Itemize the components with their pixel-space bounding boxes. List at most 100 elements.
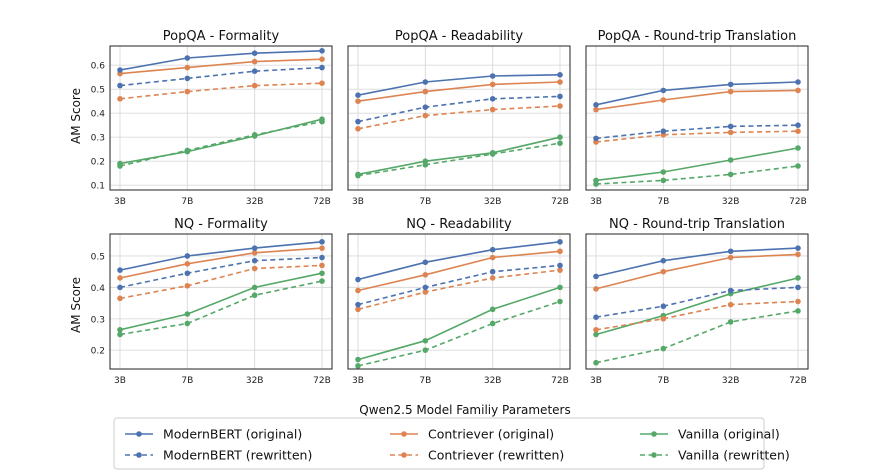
legend-marker	[136, 452, 142, 458]
data-point-va_o	[422, 158, 429, 164]
panel-2-2: 3B 7B 32B 72B NQ - Readability	[347, 217, 571, 386]
data-point-va_o	[422, 337, 429, 344]
legend-label: ModernBERT (original)	[163, 427, 302, 442]
x-tick-label: 7B	[419, 376, 431, 386]
legend-marker	[136, 431, 142, 437]
series-line-mb_o	[357, 74, 561, 96]
panel-frame	[109, 45, 333, 191]
data-point-ct_r	[660, 315, 667, 322]
x-tick-label: 7B	[657, 376, 669, 386]
data-point-ct_r	[184, 88, 191, 95]
data-point-mb_r	[593, 314, 599, 320]
data-point-va_r	[117, 331, 123, 338]
data-point-mb_r	[795, 284, 801, 291]
data-point-va_o	[117, 326, 123, 333]
series-line-va_o	[595, 277, 799, 336]
data-point-ct_r	[727, 301, 734, 308]
legend-item-mb_r: ModernBERT (rewritten)	[125, 448, 312, 463]
series-line-va_o	[357, 286, 561, 361]
panel-border	[347, 233, 571, 370]
legend-label: Vanilla (original)	[678, 427, 780, 442]
panel-border	[585, 45, 809, 191]
series-line-ct_r	[119, 264, 323, 300]
x-tick-label: 7B	[181, 376, 193, 386]
series-line-ct_r	[357, 105, 561, 130]
panel-2-3: 3B 7B 32B 72B NQ - Round-trip Translation	[585, 217, 809, 386]
data-point-va_o	[593, 331, 599, 338]
data-point-ct_r	[422, 289, 429, 295]
y-tick-label: 0.1	[91, 182, 105, 192]
data-point-ct_r	[117, 295, 123, 302]
y-tick-label: 0.5	[91, 252, 105, 262]
data-point-va_o	[355, 171, 361, 178]
data-point-va_o	[355, 356, 361, 363]
data-point-mb_r	[251, 68, 258, 74]
data-point-ct_r	[355, 126, 361, 132]
data-point-ct_o	[184, 64, 191, 71]
x-tick-label: 32B	[722, 197, 740, 207]
data-point-ct_o	[489, 254, 496, 261]
panel-border	[585, 233, 809, 370]
data-point-mb_o	[557, 72, 563, 78]
panel-title: NQ - Formality	[174, 217, 268, 232]
data-point-ct_o	[557, 248, 563, 255]
data-point-mb_o	[660, 257, 667, 264]
data-point-mb_r	[319, 254, 325, 261]
y-tick-label: 0.2	[91, 347, 105, 357]
panel-2-1: 3B 7B 32B 72B 0.2 0.3 0.4 0.5 NQ - Formality	[91, 217, 333, 386]
data-point-mb_o	[117, 267, 123, 273]
data-point-va_o	[184, 311, 191, 317]
x-tick-label: 3B	[114, 376, 126, 386]
data-point-mb_o	[795, 79, 801, 85]
data-point-mb_o	[727, 81, 734, 88]
y-tick-label: 0.2	[91, 158, 105, 168]
data-point-va_o	[795, 145, 801, 151]
y-tick-label: 0.6	[91, 62, 106, 72]
legend-label: Contriever (rewritten)	[428, 448, 564, 463]
data-point-va_r	[422, 347, 429, 353]
data-point-mb_r	[660, 303, 667, 310]
data-point-mb_o	[593, 273, 599, 280]
data-point-ct_o	[660, 97, 667, 103]
data-point-mb_o	[184, 253, 191, 259]
legend-item-mb_o: ModernBERT (original)	[125, 427, 302, 442]
data-point-va_r	[184, 320, 191, 327]
data-point-mb_o	[422, 259, 429, 266]
data-point-ct_o	[727, 254, 734, 261]
data-point-mb_o	[727, 248, 734, 255]
data-point-mb_r	[795, 122, 801, 128]
data-point-mb_r	[355, 118, 361, 125]
series-line-ct_o	[595, 253, 799, 290]
data-point-mb_o	[251, 50, 258, 56]
series-line-va_r	[595, 310, 799, 364]
series-line-mb_r	[357, 95, 561, 123]
panel-1-2: 3B 7B 32B 72B PopQA - Readability	[347, 29, 571, 207]
panel-frame	[347, 233, 571, 370]
x-tick-label: 72B	[313, 197, 331, 207]
data-point-ct_r	[557, 103, 563, 109]
data-point-ct_r	[319, 80, 325, 86]
data-point-ct_o	[251, 58, 258, 65]
data-point-mb_r	[557, 93, 563, 100]
data-point-ct_r	[593, 326, 599, 333]
data-point-va_o	[184, 148, 191, 155]
data-point-ct_o	[117, 275, 123, 281]
legend-item-va_o: Vanilla (original)	[640, 427, 780, 442]
data-point-mb_r	[593, 135, 599, 142]
data-point-ct_o	[319, 245, 325, 251]
data-point-ct_o	[795, 87, 801, 94]
panel-1-3: 3B 7B 32B 72B PopQA - Round-trip Translation	[585, 29, 809, 207]
x-tick-label: 32B	[246, 197, 264, 207]
data-point-ct_r	[319, 262, 325, 269]
series-line-mb_o	[119, 241, 323, 271]
data-point-va_o	[319, 270, 325, 277]
data-point-mb_r	[184, 75, 191, 82]
data-point-ct_r	[117, 96, 123, 102]
legend-label: ModernBERT (rewritten)	[163, 448, 312, 463]
panel-title: NQ - Round-trip Translation	[609, 217, 785, 232]
data-point-ct_o	[319, 56, 325, 62]
data-point-ct_o	[251, 250, 258, 256]
data-point-ct_r	[727, 129, 734, 136]
y-tick-label: 0.3	[91, 315, 105, 325]
y-tick-label: 0.3	[91, 134, 105, 144]
